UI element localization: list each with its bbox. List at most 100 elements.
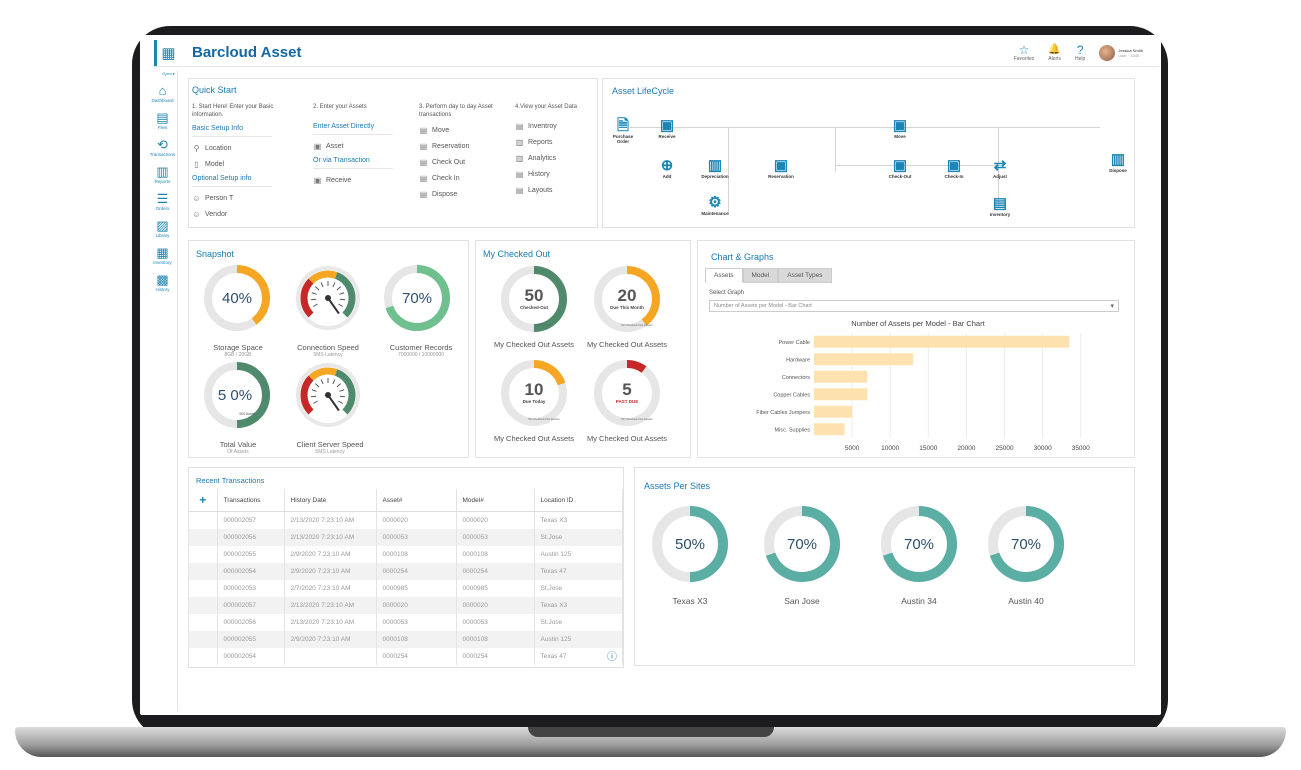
lifecycle-move[interactable]: ▣ Move	[885, 117, 915, 139]
checked-out-sub: PAST DUE	[616, 399, 638, 404]
node-label: Check-Out	[888, 174, 912, 179]
home-icon: ⌂	[158, 83, 167, 98]
sidebar-item-library[interactable]: ▨ Library	[148, 219, 177, 239]
vendor-link[interactable]: ☺ Vendor	[192, 210, 292, 219]
total-title: Total Value	[219, 440, 257, 449]
lifecycle-add[interactable]: ⊕ Add	[652, 157, 682, 179]
sidebar-item-files[interactable]: ▤ Files	[148, 111, 177, 131]
step-text: 1. Start Here! Enter your Basic informat…	[192, 104, 274, 118]
app-grid-icon[interactable]: ▦	[154, 39, 180, 66]
table-row[interactable]: 000002056 2/13/2020 7:23:10 AM 0000053 0000…	[189, 528, 623, 546]
column-header[interactable]: Transactions	[217, 489, 285, 512]
check-in-link[interactable]: ▤ Check In	[419, 174, 509, 183]
bar	[814, 335, 1070, 348]
lifecycle-receive[interactable]: ▣ Receive	[652, 117, 682, 139]
lifecycle-inventory[interactable]: ▤ Inventory	[985, 195, 1015, 217]
table-cell: 2/9/2020 7:23:10 AM	[284, 630, 377, 648]
table-row[interactable]: 000002055 2/9/2020 7:23:10 AM 0000108 00001…	[189, 630, 623, 648]
enter-asset-link[interactable]: Enter Asset Directly	[313, 123, 393, 135]
check-out-link[interactable]: ▤ Check Out	[419, 158, 509, 167]
row-gutter	[189, 613, 218, 631]
lifecycle-depreciation[interactable]: ▥ Depreciation	[695, 157, 735, 179]
lifecycle-purchase-order[interactable]: 🗎 Purchase Order	[608, 117, 638, 144]
lifecycle-adjust[interactable]: ⇄ Adjust	[985, 157, 1015, 179]
orders-icon: ☰	[156, 191, 169, 206]
table-row[interactable]: 000002057 2/13/2020 7:23:10 AM 0000020 0000…	[189, 596, 623, 614]
location-link[interactable]: ⚲ Location	[192, 144, 292, 153]
receive-link[interactable]: ▣ Receive	[313, 176, 408, 185]
sidebar-item-label: Inventory	[153, 260, 172, 265]
column-header[interactable]: Asset#	[376, 489, 457, 512]
help-label: Help	[1075, 55, 1086, 62]
bar	[814, 353, 914, 366]
asset-link[interactable]: ▣ Asset	[313, 142, 408, 151]
via-transaction-link[interactable]: Or via Transaction	[313, 157, 393, 169]
model-link[interactable]: ▯ Model	[192, 160, 292, 169]
sidebar-item-history[interactable]: ▩ History	[148, 273, 177, 293]
customer-records-gauge: 70%	[384, 265, 450, 331]
lifecycle-maintenance[interactable]: ⚙ Maintenance	[695, 194, 735, 216]
favorites-button[interactable]: ☆ Favorites	[1014, 44, 1035, 62]
inventory-icon: ▤	[992, 195, 1008, 212]
table-cell: 000002056	[217, 528, 285, 546]
column-header[interactable]: Model#	[456, 489, 535, 512]
add-transaction-button[interactable]: +	[189, 489, 218, 512]
sites-donuts: 50% 70% 70% 70%	[652, 506, 1064, 582]
alerts-button[interactable]: 🔔 Alerts	[1048, 44, 1061, 62]
help-button[interactable]: ? Help	[1075, 44, 1085, 62]
analytics-link[interactable]: ▥ Analytics	[515, 154, 600, 163]
sidebar-item-orders[interactable]: ☰ Orders	[148, 191, 177, 212]
table-row[interactable]: 000002055 2/9/2020 7:23:10 AM 0000108 00001…	[189, 545, 623, 563]
inventory-link[interactable]: ▤ Inventroy	[515, 122, 600, 131]
reports-link[interactable]: ▥ Reports	[515, 138, 600, 147]
asset-icon: ▣	[313, 142, 322, 151]
step-text: 3. Perform day to day Asset transactions	[419, 104, 493, 118]
reservation-icon: ▣	[773, 157, 789, 174]
total-inner: 500 Asset	[239, 412, 254, 416]
graph-select[interactable]: Number of Assets per Model - Bar Chart ▾	[709, 300, 1119, 312]
basic-setup-link[interactable]: Basic Setup Info	[192, 125, 272, 137]
dispose-link[interactable]: ▤ Dispose	[419, 190, 509, 199]
move-link[interactable]: ▤ Move	[419, 126, 509, 135]
reservation-link[interactable]: ▤ Reservation	[419, 142, 509, 151]
column-header[interactable]: History Date	[284, 489, 377, 512]
sidebar-item-inventory[interactable]: ▦ Inventory	[148, 245, 177, 266]
tab-asset-types[interactable]: Asset Types	[778, 268, 832, 283]
table-row[interactable]: 000002054 2/9/2020 7:23:10 AM 0000254 00002…	[189, 562, 623, 580]
adjust-icon: ⇄	[993, 157, 1007, 174]
avatar	[1099, 44, 1116, 61]
person-link[interactable]: ☺ Person T	[192, 194, 292, 203]
snapshot-gauges: 40% 70% 5 0% 500 Asset	[204, 265, 450, 428]
receive-icon: ▣	[313, 176, 322, 185]
table-row[interactable]: 000002054 0000254 0000254 Texas 47	[189, 647, 623, 665]
sidebar-item-dashboard[interactable]: ⌂ Dashboard	[148, 83, 177, 104]
tab-assets[interactable]: Assets	[705, 268, 743, 283]
x-tick-label: 30000	[1034, 445, 1052, 452]
sidebar-item-reports[interactable]: ▥ Reports	[148, 165, 177, 185]
history-link[interactable]: ▤ History	[515, 170, 600, 179]
tab-model[interactable]: Model	[742, 268, 779, 283]
table-row[interactable]: 000002053 2/7/2020 7:23:10 AM 0000985 00009…	[189, 579, 623, 597]
table-cell: 000002053	[217, 579, 285, 597]
info-icon[interactable]: ⓘ	[607, 652, 617, 663]
sidebar-toggle[interactable]: Open ▸	[162, 71, 175, 76]
column-header[interactable]: Location ID	[534, 489, 623, 512]
lifecycle-dispose[interactable]: ▥ Dispose	[1103, 151, 1133, 173]
storage-sub: 8GB / 20GB	[224, 352, 252, 358]
layouts-link[interactable]: ▤ Layouts	[515, 186, 600, 195]
inventory-icon: ▦	[156, 245, 169, 260]
lifecycle-reservation[interactable]: ▣ Reservation	[761, 157, 801, 179]
item-label: Reservation	[432, 143, 470, 150]
table-cell: 0000254	[376, 562, 457, 580]
table-row[interactable]: 000002057 2/13/2020 7:23:10 AM 0000020 0000…	[189, 511, 623, 529]
sidebar-item-transactions[interactable]: ⟲ Transactions	[148, 138, 177, 158]
snapshot-panel: Snapshot 40% 70% 5 0% 500 Asset Storage S…	[188, 240, 469, 458]
user-menu[interactable]: Jessica Smith User · 1345	[1099, 44, 1143, 61]
lifecycle-check-in[interactable]: ▣ Check-In	[939, 157, 969, 179]
item-label: Vendor	[205, 211, 228, 218]
connection-title: Connection Speed	[297, 343, 359, 352]
optional-setup-link[interactable]: Optional Setup info	[192, 175, 272, 187]
lifecycle-check-out[interactable]: ▣ Check-Out	[885, 157, 915, 179]
table-row[interactable]: 000002056 2/13/2020 7:23:10 AM 0000053 0000…	[189, 613, 623, 631]
